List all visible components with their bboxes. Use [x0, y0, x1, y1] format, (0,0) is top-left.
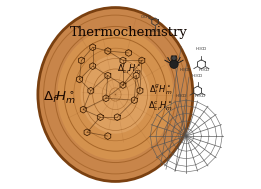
Ellipse shape: [80, 55, 150, 134]
Text: H$_3$CO: H$_3$CO: [198, 66, 211, 74]
Text: H$_3$CO: H$_3$CO: [191, 72, 204, 80]
Text: $\Delta_{cr}^l H_m^\circ$: $\Delta_{cr}^l H_m^\circ$: [117, 62, 143, 76]
Text: $\Delta_l^g H_m^\circ$: $\Delta_l^g H_m^\circ$: [149, 82, 173, 97]
Text: Thermochemistry: Thermochemistry: [70, 26, 188, 39]
Text: H$_3$CO: H$_3$CO: [179, 66, 192, 74]
Text: $\Delta_f H_m^\circ$: $\Delta_f H_m^\circ$: [43, 89, 76, 106]
Text: H$_3$CO: H$_3$CO: [194, 92, 207, 100]
Ellipse shape: [38, 8, 193, 181]
Circle shape: [170, 60, 178, 68]
Text: OCH$_3$: OCH$_3$: [140, 13, 153, 21]
Ellipse shape: [57, 29, 174, 160]
Text: $\Delta_{cr}^c H_m^\circ$: $\Delta_{cr}^c H_m^\circ$: [149, 99, 174, 113]
Text: H$_3$CO: H$_3$CO: [195, 46, 208, 53]
Text: H$_3$CO: H$_3$CO: [175, 92, 188, 100]
Text: OCH$_3$: OCH$_3$: [149, 28, 161, 35]
Circle shape: [172, 56, 176, 60]
